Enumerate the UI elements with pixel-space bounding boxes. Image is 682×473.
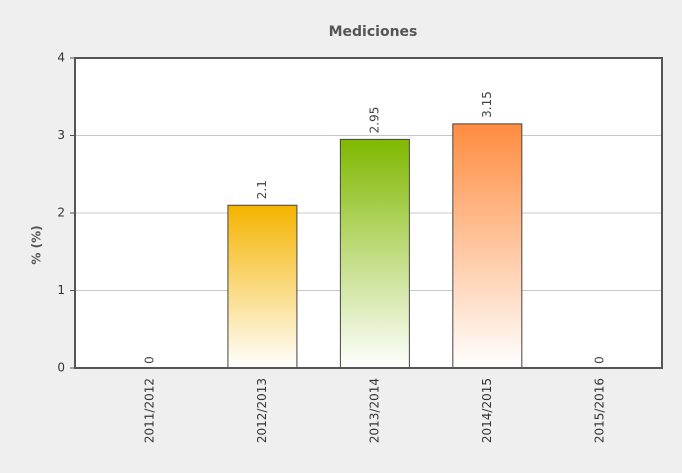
data-label: 2.95: [367, 107, 381, 134]
data-label: 0: [592, 356, 606, 364]
data-label: 3.15: [480, 91, 494, 118]
y-tick-label: 2: [57, 206, 65, 220]
y-tick-label: 4: [57, 51, 65, 65]
y-tick-label: 0: [57, 361, 65, 375]
y-axis-label: % (%): [30, 225, 44, 264]
x-tick-label: 2013/2014: [367, 378, 381, 443]
chart-title: Mediciones: [329, 24, 418, 40]
data-label: 2.1: [255, 180, 269, 199]
bar: [227, 204, 298, 369]
plot-border: [74, 57, 663, 369]
y-tick-label: 1: [57, 283, 65, 297]
bar: [452, 123, 523, 369]
y-tick-label: 3: [57, 128, 65, 142]
x-tick-label: 2011/2012: [142, 378, 156, 443]
x-tick-label: 2015/2016: [592, 378, 606, 443]
bar: [339, 138, 410, 369]
x-tick-label: 2012/2013: [255, 378, 269, 443]
data-label: 0: [142, 356, 156, 364]
x-tick-label: 2014/2015: [480, 378, 494, 443]
